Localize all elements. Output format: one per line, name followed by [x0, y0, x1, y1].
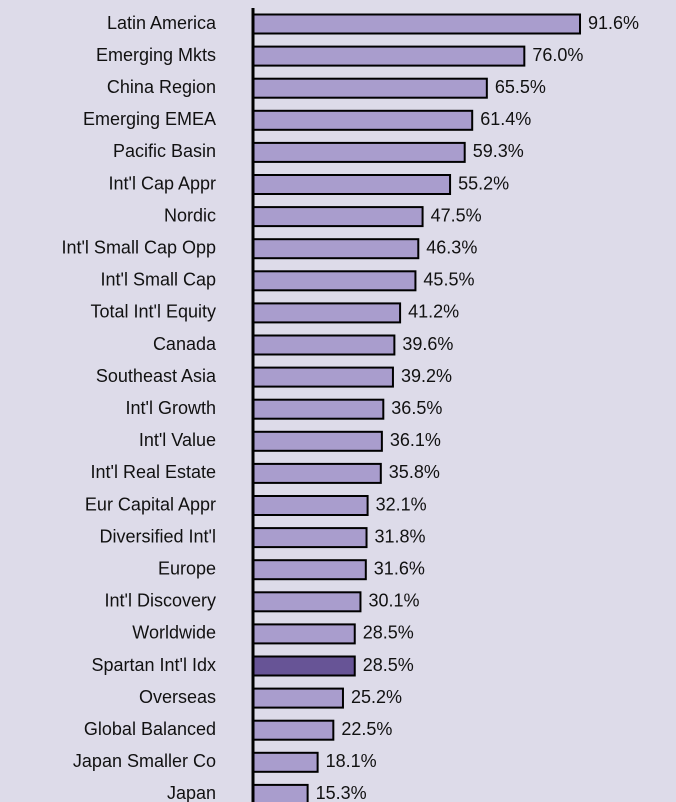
- category-label: Int'l Small Cap Opp: [61, 237, 216, 257]
- bar: [252, 334, 396, 356]
- bar: [252, 623, 356, 645]
- value-label: 39.6%: [402, 334, 453, 354]
- value-label: 22.5%: [341, 719, 392, 739]
- category-label: Spartan Int'l Idx: [91, 655, 216, 675]
- value-label: 46.3%: [426, 237, 477, 257]
- value-label: 35.8%: [389, 462, 440, 482]
- category-label: Canada: [153, 334, 217, 354]
- value-label: 61.4%: [480, 109, 531, 129]
- value-label: 59.3%: [473, 141, 524, 161]
- category-label: Europe: [158, 558, 216, 578]
- bar: [252, 462, 382, 484]
- category-label: China Region: [107, 77, 216, 97]
- value-label: 36.1%: [390, 430, 441, 450]
- category-label: Japan Smaller Co: [73, 751, 216, 771]
- bar: [252, 719, 335, 741]
- bar: [252, 45, 526, 67]
- bar: [252, 366, 394, 388]
- bar: [252, 77, 488, 99]
- bar: [252, 495, 369, 516]
- category-label: Int'l Cap Appr: [109, 173, 217, 193]
- bar: [252, 174, 452, 195]
- category-label: Latin America: [107, 13, 217, 33]
- category-label: Global Balanced: [84, 719, 216, 739]
- bar: [252, 430, 383, 452]
- category-label: Nordic: [164, 205, 216, 225]
- value-label: 45.5%: [423, 270, 474, 290]
- bar: [252, 13, 582, 35]
- value-label: 76.0%: [532, 45, 583, 65]
- category-label: Diversified Int'l: [100, 526, 216, 546]
- bar: [252, 559, 367, 581]
- value-label: 28.5%: [363, 623, 414, 643]
- bar: [252, 655, 356, 677]
- value-label: 91.6%: [588, 13, 639, 33]
- bar: [252, 270, 417, 292]
- category-label: Overseas: [139, 687, 216, 707]
- value-label: 25.2%: [351, 687, 402, 707]
- bar: [252, 238, 420, 260]
- value-label: 65.5%: [495, 77, 546, 97]
- category-label: Japan: [167, 783, 216, 802]
- value-label: 18.1%: [326, 751, 377, 771]
- bar: [252, 783, 309, 802]
- value-label: 32.1%: [376, 494, 427, 514]
- bar: [252, 687, 344, 709]
- value-label: 15.3%: [316, 783, 367, 802]
- bar: [252, 751, 319, 773]
- category-label: Int'l Growth: [126, 398, 216, 418]
- category-label: Int'l Discovery: [105, 591, 216, 611]
- value-label: 31.6%: [374, 558, 425, 578]
- category-label: Int'l Value: [139, 430, 216, 450]
- bar: [252, 109, 474, 131]
- value-label: 30.1%: [368, 591, 419, 611]
- bar: [252, 398, 385, 420]
- category-label: Int'l Small Cap: [101, 270, 216, 290]
- category-label: Eur Capital Appr: [85, 494, 216, 514]
- category-label: Total Int'l Equity: [91, 302, 217, 322]
- category-label: Emerging Mkts: [96, 45, 216, 65]
- value-label: 47.5%: [431, 205, 482, 225]
- category-label: Worldwide: [132, 623, 216, 643]
- category-label: Pacific Basin: [113, 141, 216, 161]
- bar: [252, 591, 362, 613]
- value-label: 39.2%: [401, 366, 452, 386]
- category-label: Emerging EMEA: [83, 109, 216, 129]
- value-label: 55.2%: [458, 173, 509, 193]
- category-label: Int'l Real Estate: [91, 462, 217, 482]
- bar: [252, 141, 466, 163]
- bar: [252, 206, 424, 228]
- bar: [252, 302, 402, 324]
- value-label: 41.2%: [408, 302, 459, 322]
- category-label: Southeast Asia: [96, 366, 217, 386]
- value-label: 36.5%: [391, 398, 442, 418]
- bar: [252, 527, 368, 549]
- value-label: 28.5%: [363, 655, 414, 675]
- value-label: 31.8%: [375, 526, 426, 546]
